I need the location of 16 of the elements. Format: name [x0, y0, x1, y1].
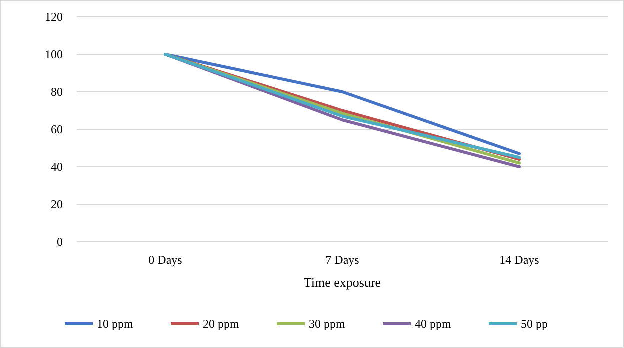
legend-label: 20 ppm: [203, 317, 240, 332]
y-tick-label: 0: [57, 235, 63, 250]
x-axis-title: Time exposure: [304, 275, 382, 290]
x-tick-label: 7 Days: [326, 253, 360, 267]
legend-label: 50 pp: [521, 317, 548, 332]
y-tick-label: 120: [45, 10, 63, 24]
y-tick-label: 20: [51, 198, 63, 212]
x-tick-label: 14 Days: [500, 253, 540, 267]
legend-label: 30 ppm: [309, 317, 346, 332]
legend-label: 40 ppm: [415, 317, 452, 332]
y-tick-label: 60: [51, 122, 63, 137]
y-tick-label: 40: [51, 160, 63, 174]
y-tick-label: 100: [45, 48, 63, 62]
x-tick-label: 0 Days: [148, 253, 183, 267]
legend-label: 10 ppm: [97, 317, 134, 332]
y-tick-label: 80: [51, 85, 63, 100]
